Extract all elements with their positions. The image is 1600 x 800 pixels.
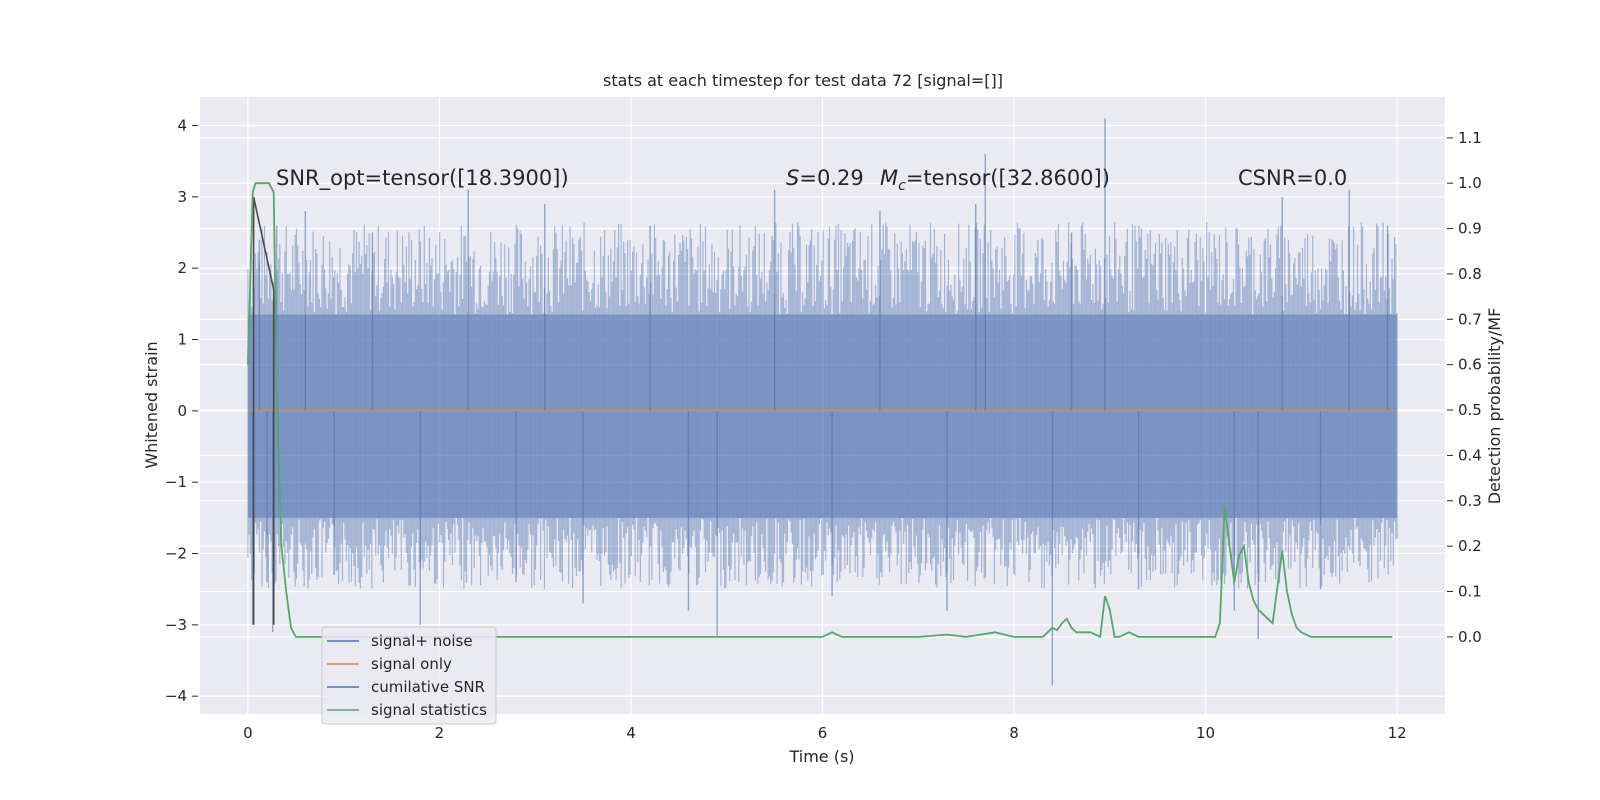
legend-label-signal-only: signal only	[371, 655, 452, 673]
y-tick-label: 0	[177, 402, 187, 420]
annotation-s: S=0.29	[786, 166, 864, 190]
annotation-s-value: =0.29	[799, 166, 863, 190]
y2-tick-label: 0.6	[1458, 356, 1482, 374]
y-tick-label: 1	[177, 331, 187, 349]
y2-tick-label: 1.1	[1458, 129, 1482, 147]
legend-label-cumilative-snr: cumilative SNR	[371, 678, 485, 696]
left-axis-ticks: 4 3 2 1 0 −1 −2 −3 −4	[165, 117, 198, 705]
y-tick-label: 4	[177, 117, 187, 135]
legend-label-signal-noise: signal+ noise	[371, 632, 473, 650]
y2-tick-label: 0.7	[1458, 310, 1482, 328]
x-tick-label: 12	[1388, 724, 1407, 742]
y2-tick-label: 0.1	[1458, 583, 1482, 601]
y2-tick-label: 1.0	[1458, 174, 1482, 192]
signal-noise-core	[247, 314, 1398, 518]
annotation-csnr: CSNR=0.0	[1238, 166, 1347, 190]
y2-tick-label: 0.5	[1458, 401, 1482, 419]
x-tick-label: 4	[626, 724, 636, 742]
y2-tick-label: 0.4	[1458, 446, 1482, 464]
y2-tick-label: 0.2	[1458, 537, 1482, 555]
x-tick-label: 10	[1196, 724, 1215, 742]
y2-tick-label: 0.8	[1458, 265, 1482, 283]
y-tick-label: 3	[177, 188, 187, 206]
x-axis-label: Time (s)	[788, 747, 854, 766]
y-tick-label: −3	[165, 616, 187, 634]
y-tick-label: −2	[165, 545, 187, 563]
annotation-snr-opt: SNR_opt=tensor([18.3900])	[276, 166, 569, 191]
cumilative-snr-line	[252, 196, 275, 625]
annotation-mc-symbol: M	[880, 166, 898, 190]
y2-axis-label: Detection probability/MF	[1485, 308, 1504, 505]
y-tick-label: −1	[165, 473, 187, 491]
annotation-mc-value: =tensor([32.8600])	[906, 166, 1110, 190]
series-lines	[247, 182, 1398, 639]
signal-noise-band	[247, 221, 1398, 590]
x-tick-label: 0	[243, 724, 253, 742]
x-tick-label: 8	[1009, 724, 1019, 742]
signal-noise-spikes	[251, 118, 1389, 686]
chart-title: stats at each timestep for test data 72 …	[603, 71, 1003, 90]
annotation-mc-subscript: c	[898, 178, 906, 194]
y-axis-label: Whitened strain	[142, 341, 161, 468]
y-tick-label: −4	[165, 687, 187, 705]
x-tick-label: 6	[818, 724, 828, 742]
y2-tick-label: 0.3	[1458, 492, 1482, 510]
signal-statistics-line	[247, 182, 1393, 639]
right-axis-ticks: 1.1 1.0 0.9 0.8 0.7 0.6 0.5 0.4 0.3 0.2 0.1 0.0	[1447, 129, 1482, 646]
y2-tick-label: 0.0	[1458, 628, 1482, 646]
x-axis-ticks: 0 2 4 6 8 10 12	[243, 724, 1407, 742]
legend: signal+ noise signal only cumilative SNR…	[321, 626, 497, 725]
legend-label-signal-statistics: signal statistics	[371, 701, 487, 719]
annotation-mc: Mc=tensor([32.8600])	[880, 166, 1110, 194]
x-tick-label: 2	[435, 724, 445, 742]
legend-box	[321, 626, 497, 725]
y-tick-label: 2	[177, 259, 187, 277]
annotation-s-symbol: S	[786, 166, 799, 190]
y2-tick-label: 0.9	[1458, 220, 1482, 238]
